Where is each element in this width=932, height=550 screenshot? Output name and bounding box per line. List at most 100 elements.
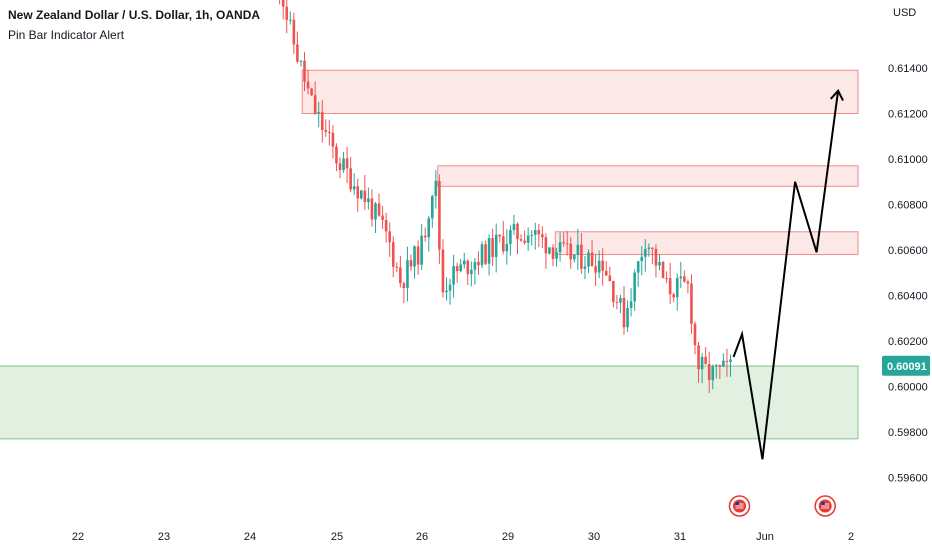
candle — [402, 281, 406, 304]
candle — [519, 234, 523, 242]
candle — [374, 202, 377, 234]
candle — [427, 215, 431, 252]
candle-body — [573, 254, 576, 260]
candle — [604, 261, 608, 276]
candle — [452, 254, 455, 298]
candle-body — [661, 262, 665, 279]
candle — [477, 251, 480, 275]
candle — [360, 189, 363, 200]
candle — [466, 259, 470, 285]
candle — [644, 239, 647, 272]
candle-body — [633, 272, 636, 302]
price-tick-label: 0.59800 — [888, 427, 928, 439]
candle-body — [718, 365, 722, 367]
candle-body — [622, 297, 626, 328]
candle — [356, 178, 360, 212]
candle-body — [693, 323, 697, 346]
candle-body — [544, 237, 548, 254]
symbol-title[interactable]: New Zealand Dollar / U.S. Dollar, 1h, OA… — [8, 8, 261, 22]
candle — [338, 157, 342, 179]
candle-body — [306, 81, 310, 89]
candle — [686, 279, 690, 294]
candle-body — [328, 132, 331, 134]
candle — [629, 288, 633, 317]
candle-body — [317, 112, 320, 114]
candle — [324, 119, 328, 137]
candle — [583, 255, 587, 280]
candle-body — [363, 190, 367, 203]
candle-body — [360, 190, 363, 199]
event-icon-canton — [821, 502, 825, 505]
candle — [381, 205, 384, 229]
candle-body — [420, 235, 423, 265]
candle-body — [541, 234, 544, 238]
candle-body — [462, 260, 466, 265]
candles-layer — [279, 0, 732, 394]
candle — [279, 0, 281, 5]
candle-body — [377, 203, 381, 216]
economic-event-icon — [728, 495, 751, 517]
candle — [555, 247, 558, 267]
candle-body — [672, 294, 675, 298]
time-axis[interactable]: 22 23 24 25 26 29 30 31 Jun 2 — [72, 531, 854, 543]
candle — [658, 254, 661, 271]
candle-body — [477, 261, 480, 266]
candle-body — [548, 247, 551, 254]
candle — [541, 226, 544, 249]
candle-body — [399, 267, 402, 284]
candle — [448, 278, 452, 305]
candle-body — [647, 247, 651, 249]
candle-body — [651, 247, 654, 249]
candle-body — [523, 240, 526, 243]
candle — [462, 252, 466, 269]
candle — [679, 261, 683, 289]
candle-body — [480, 244, 484, 266]
candle — [416, 240, 420, 275]
candle-body — [484, 244, 487, 264]
candle-body — [679, 276, 683, 279]
candle-body — [587, 252, 590, 267]
events-layer — [728, 495, 836, 517]
candle — [601, 248, 604, 286]
candle — [594, 253, 597, 287]
price-axis-unit: USD — [893, 7, 916, 19]
candle-body — [395, 266, 399, 268]
time-tick-label: 26 — [416, 531, 428, 543]
price-tick-label: 0.59600 — [888, 473, 928, 485]
price-axis[interactable]: USD 0.61400 0.61200 0.61000 0.60800 0.60600 0.… — [882, 7, 930, 485]
candle-body — [608, 275, 612, 282]
candle — [296, 31, 299, 64]
candle-body — [594, 266, 597, 273]
candle — [409, 254, 413, 272]
price-tick-label: 0.61200 — [888, 109, 928, 121]
candle — [661, 260, 665, 279]
candle-body — [345, 158, 349, 169]
candle-body — [289, 19, 292, 21]
candle — [597, 250, 601, 279]
candle-body — [640, 256, 644, 262]
candle — [377, 193, 381, 217]
candle-body — [455, 266, 459, 272]
candle — [707, 351, 711, 394]
candle — [406, 246, 409, 302]
candle-body — [590, 252, 594, 267]
candle — [391, 236, 395, 278]
candle-body — [690, 283, 693, 324]
candle-body — [459, 264, 462, 272]
candle-body — [519, 239, 523, 241]
candle — [725, 348, 729, 377]
candle — [537, 223, 541, 248]
time-tick-label: 25 — [331, 531, 343, 543]
candle-body — [491, 238, 494, 257]
candle — [523, 230, 526, 245]
time-tick-label: Jun — [756, 531, 774, 543]
candle-body — [555, 252, 558, 259]
candle — [697, 341, 700, 383]
candle — [363, 175, 367, 210]
candle — [473, 257, 477, 285]
candle — [505, 229, 509, 265]
indicator-label[interactable]: Pin Bar Indicator Alert — [8, 28, 125, 42]
candle-body — [562, 242, 565, 244]
candle — [558, 232, 562, 262]
